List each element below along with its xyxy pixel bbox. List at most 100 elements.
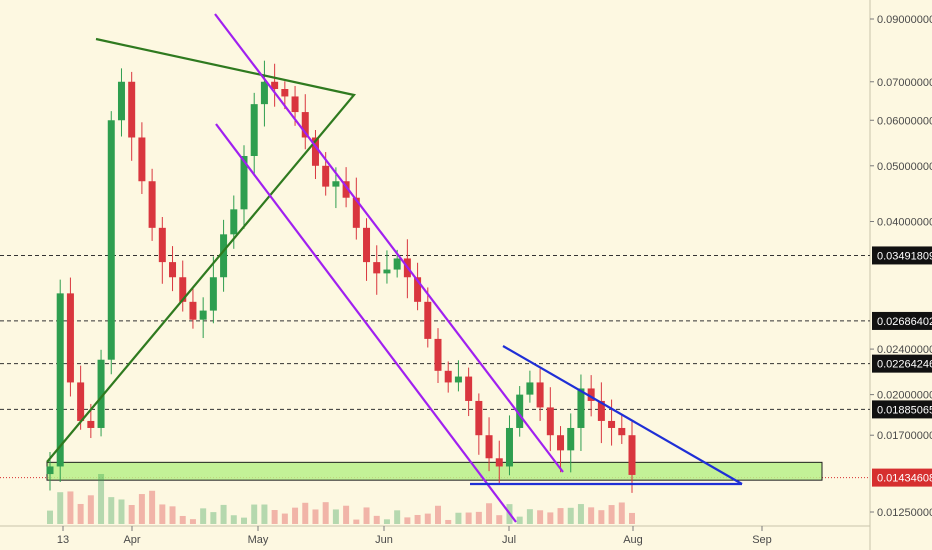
volume-bar xyxy=(383,519,390,524)
candle-body xyxy=(179,277,187,302)
volume-bar xyxy=(465,512,472,524)
volume-bar xyxy=(404,517,411,524)
trendline-drawings[interactable] xyxy=(46,13,743,523)
candle-body xyxy=(587,388,595,401)
candle-body xyxy=(240,155,248,210)
candle-body xyxy=(373,262,381,274)
volume-bar xyxy=(281,513,288,524)
candle-body xyxy=(597,400,605,421)
candle-body xyxy=(485,435,493,459)
purple-channel-lower-line[interactable] xyxy=(215,123,517,523)
candle-body xyxy=(495,458,503,467)
candle-body xyxy=(301,112,309,138)
volume-bar xyxy=(251,504,258,524)
candle-body xyxy=(444,370,452,383)
purple-channel-upper-line[interactable] xyxy=(214,13,564,473)
candle-body xyxy=(46,466,54,475)
candle-body xyxy=(148,181,156,228)
volume-bar xyxy=(629,512,635,524)
green-triangle-pattern[interactable] xyxy=(46,37,357,463)
volume-bar xyxy=(271,510,278,524)
volume-bar xyxy=(332,509,339,524)
volume-bar xyxy=(394,510,401,524)
blue-triangle-upper-line[interactable] xyxy=(502,345,743,485)
level-price-label: 0.02686402 xyxy=(877,316,932,328)
volume-bar xyxy=(496,515,503,524)
candle-body xyxy=(97,359,105,428)
volume-bar xyxy=(608,505,615,524)
support-zone[interactable] xyxy=(46,461,823,481)
volume-bar xyxy=(598,510,605,524)
candle-body xyxy=(628,435,636,475)
level-price-label: 0.02264246 xyxy=(877,359,932,371)
volume-bar xyxy=(424,513,431,524)
volume-bar xyxy=(261,504,268,524)
candle-body xyxy=(618,427,626,436)
volume-bar xyxy=(118,499,125,524)
volume-bar xyxy=(230,515,237,524)
x-tick-label: May xyxy=(248,534,269,546)
volume-bar xyxy=(567,507,574,524)
volume-bar xyxy=(526,509,533,524)
candle-body xyxy=(424,301,432,339)
volume-bar xyxy=(435,505,441,524)
level-price-tag xyxy=(872,311,932,330)
volume-bar xyxy=(87,495,94,524)
volume-bar xyxy=(445,519,452,524)
volume-bar xyxy=(373,515,380,524)
volume-bar xyxy=(149,490,156,524)
candle-body xyxy=(117,81,125,121)
x-tick-label: 13 xyxy=(57,534,69,546)
volume-bar xyxy=(77,503,84,524)
candle-body xyxy=(169,262,177,278)
candle-body xyxy=(352,197,360,228)
level-price-tag xyxy=(872,354,932,373)
y-tick-label: 0.04000000 xyxy=(877,217,932,229)
level-price-label: 0.01885065 xyxy=(877,404,932,416)
candle-body xyxy=(56,293,64,467)
volume-bar xyxy=(537,510,544,524)
x-tick-label: Jul xyxy=(502,534,516,546)
level-price-tag xyxy=(872,246,932,265)
candle-body xyxy=(158,227,166,263)
candle-body xyxy=(87,420,95,428)
candle-body xyxy=(311,137,319,166)
candle-body xyxy=(546,407,554,436)
candle-body xyxy=(608,420,616,428)
volume-bar xyxy=(159,504,166,524)
candle-body xyxy=(383,269,391,274)
candle-body xyxy=(271,81,279,90)
volume-bar xyxy=(455,512,462,524)
candle-body xyxy=(505,427,513,467)
candle-body xyxy=(393,258,401,270)
volume-bars xyxy=(47,473,635,524)
current-price-tag xyxy=(872,468,932,487)
volume-bar xyxy=(618,502,625,524)
y-tick-label: 0.01700000 xyxy=(877,430,932,442)
volume-bar xyxy=(353,519,360,524)
volume-bar xyxy=(577,504,584,524)
candle-body xyxy=(475,400,483,436)
volume-bar xyxy=(220,504,227,524)
x-tick-label: Jun xyxy=(375,534,393,546)
candle-body xyxy=(516,394,524,428)
volume-bar xyxy=(588,507,595,524)
x-tick-label: Sep xyxy=(752,534,772,546)
volume-bar xyxy=(241,517,247,524)
volume-bar xyxy=(486,503,493,524)
x-tick-label: Aug xyxy=(623,534,643,546)
y-tick-label: 0.06000000 xyxy=(877,115,932,127)
volume-bar xyxy=(302,502,309,524)
candle-body xyxy=(230,209,238,235)
candle-body xyxy=(567,427,575,451)
candle-body xyxy=(465,376,473,401)
candle-body xyxy=(454,376,462,383)
candle-body xyxy=(342,181,350,198)
volume-bar xyxy=(516,516,523,524)
level-price-label: 0.03491809 xyxy=(877,250,932,262)
volume-bar xyxy=(57,492,64,524)
volume-bar xyxy=(189,519,196,524)
candle-body xyxy=(322,165,330,187)
